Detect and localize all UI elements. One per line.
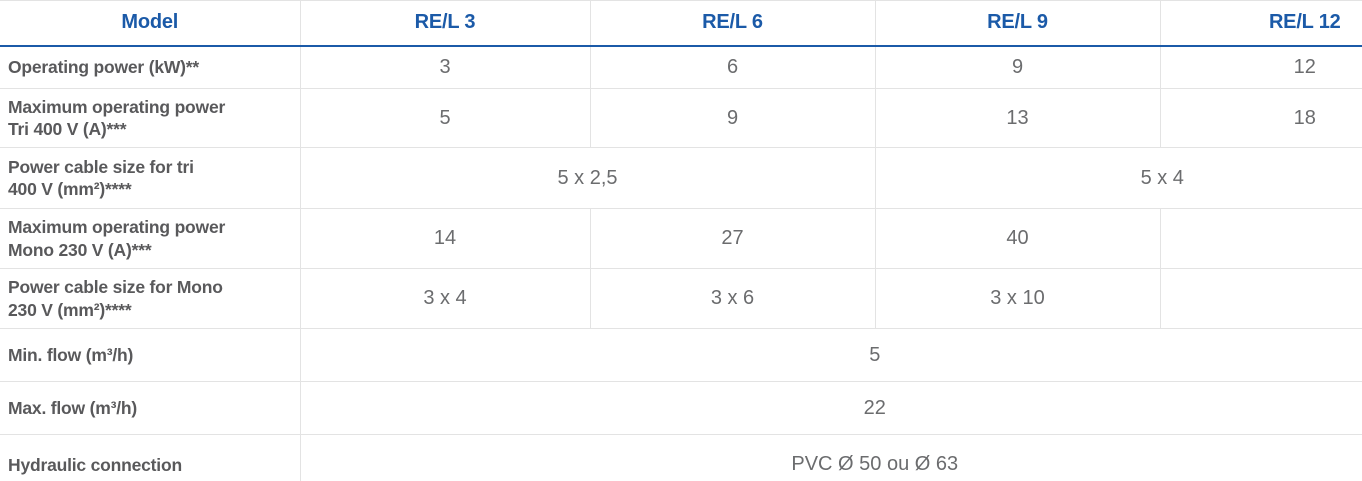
table-row: Min. flow (m³/h) 5	[0, 328, 1362, 382]
row-label-operating-power-kw: Operating power (kW)**	[0, 45, 300, 89]
table-row: Hydraulic connection PVC Ø 50 ou Ø 63	[0, 434, 1362, 481]
value-cell: 5 x 2,5	[299, 147, 875, 209]
value-cell: 40	[874, 208, 1160, 269]
value-cell: 3 x 6	[589, 268, 875, 329]
value-cell: 5 x 4	[874, 147, 1362, 209]
table-row: Maximum operating power Mono 230 V (A)**…	[0, 208, 1362, 269]
row-label-power-cable-size-for-mono: Power cable size for Mono 230 V (mm²)***…	[0, 268, 300, 329]
row-label-max-flow-m-h: Max. flow (m³/h)	[0, 381, 300, 435]
spec-table-body: Operating power (kW)** 3 6 9 12 Maximum opera…	[0, 45, 1362, 481]
value-cell: 3	[299, 45, 590, 89]
row-label-power-cable-size-for-tri: Power cable size for tri 400 V (mm²)****	[0, 147, 300, 209]
table-row: Power cable size for Mono 230 V (mm²)***…	[0, 268, 1362, 329]
value-cell: 9	[589, 88, 875, 148]
value-cell	[1159, 208, 1362, 269]
value-cell: 12	[1159, 45, 1362, 89]
value-cell: 5	[299, 88, 590, 148]
table-row: Power cable size for tri 400 V (mm²)****…	[0, 147, 1362, 209]
value-cell: 14	[299, 208, 590, 269]
row-label-min-flow-m-h: Min. flow (m³/h)	[0, 328, 300, 382]
value-cell: 6	[589, 45, 875, 89]
value-cell: 5	[299, 328, 1362, 382]
column-header-re-l-9: RE/L 9	[874, 0, 1160, 47]
header-row: Model RE/L 3 RE/L 6 RE/L 9 RE/L 12	[0, 0, 1362, 47]
table-row: Maximum operating power Tri 400 V (A)***…	[0, 88, 1362, 148]
column-header-model: Model	[0, 0, 300, 47]
value-cell: 27	[589, 208, 875, 269]
value-cell: 3 x 4	[299, 268, 590, 329]
column-header-re-l-12: RE/L 12	[1159, 0, 1362, 47]
value-cell: 18	[1159, 88, 1362, 148]
value-cell	[1159, 268, 1362, 329]
table-row: Max. flow (m³/h) 22	[0, 381, 1362, 435]
row-label-maximum-operating-power: Maximum operating power Mono 230 V (A)**…	[0, 208, 300, 269]
row-label-maximum-operating-power: Maximum operating power Tri 400 V (A)***	[0, 88, 300, 148]
table-row: Operating power (kW)** 3 6 9 12	[0, 45, 1362, 89]
value-cell: 3 x 10	[874, 268, 1160, 329]
column-header-re-l-3: RE/L 3	[299, 0, 590, 47]
value-cell: PVC Ø 50 ou Ø 63	[299, 434, 1362, 481]
value-cell: 22	[299, 381, 1362, 435]
column-header-re-l-6: RE/L 6	[589, 0, 875, 47]
value-cell: 13	[874, 88, 1160, 148]
row-label-hydraulic-connection: Hydraulic connection	[0, 434, 300, 481]
value-cell: 9	[874, 45, 1160, 89]
